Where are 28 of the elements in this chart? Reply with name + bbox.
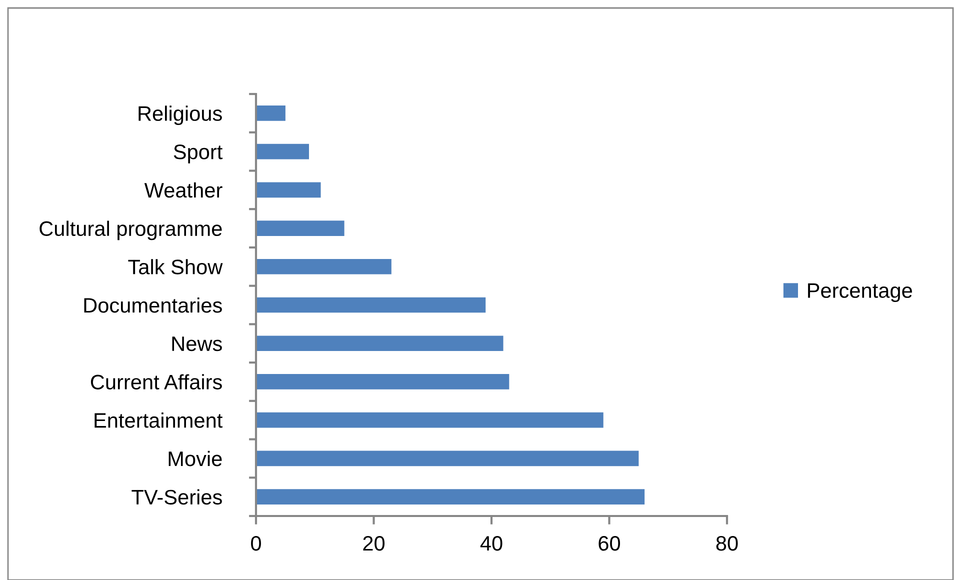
y-tick-label: Cultural programme [40,220,222,240]
bar [256,374,510,390]
bar [256,297,486,313]
y-tick-label: Talk Show [128,259,223,274]
y-tick-label: Religious [138,106,222,126]
y-tick-label: Weather [144,182,222,198]
x-tick-label: 40 [480,536,502,551]
bar [256,412,604,428]
y-tick-label: Documentaries [84,297,222,313]
bar [256,182,321,198]
bar [256,106,286,121]
x-tick-label: 0 [251,536,261,551]
bar [256,489,645,504]
y-tick-label: Current Affairs [90,374,222,390]
y-tick-label: Entertainment [94,412,223,428]
bar [256,220,344,236]
y-tick-label: TV-Series [132,489,222,505]
x-tick-label: 80 [716,536,738,551]
y-tick-label: Movie [168,450,222,466]
bar [256,450,639,466]
bar [256,258,392,274]
legend-label: Percentage [808,283,912,302]
y-tick-label: Sport [174,144,223,164]
y-tick-label: News [172,336,222,352]
bar [256,336,504,352]
bar [256,144,309,160]
x-tick-label: 20 [363,536,385,551]
x-tick-label: 60 [598,536,620,551]
